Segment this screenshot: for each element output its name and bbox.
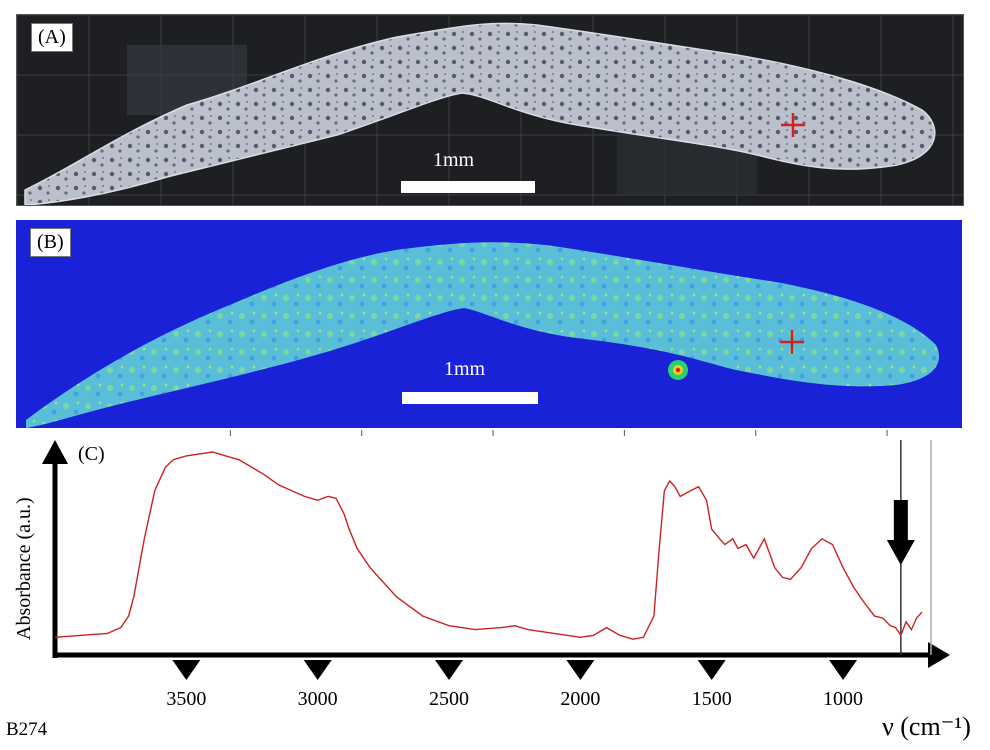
marker-arrow bbox=[886, 500, 915, 565]
panel-b-scale-bar bbox=[402, 392, 538, 404]
x-tick-label: 2000 bbox=[560, 688, 600, 710]
spectrum-line bbox=[54, 451, 923, 640]
y-axis-arrowhead bbox=[42, 440, 68, 464]
series-absorbance-spectrum bbox=[54, 451, 923, 640]
x-tick-mark bbox=[435, 660, 464, 680]
x-tick-label: 1500 bbox=[692, 688, 732, 710]
figure-id: B274 bbox=[6, 719, 48, 740]
panel-a-label: (A) bbox=[31, 23, 73, 52]
panel-c-spectrum: 3500 3000 2500 2000 1500 1000 (C) Absorbance … bbox=[0, 430, 990, 745]
ftir-heatmap-image bbox=[26, 242, 940, 428]
top-tick-marks bbox=[229, 430, 888, 436]
x-axis-arrowhead bbox=[928, 642, 950, 668]
panel-c-label: (C) bbox=[78, 443, 105, 465]
x-tick-label: 3000 bbox=[298, 688, 338, 710]
optical-mosaic-image bbox=[17, 15, 963, 205]
panel-a-scale-bar bbox=[401, 181, 535, 193]
panel-a-optical-image: (A) 1mm bbox=[16, 14, 964, 206]
panel-b-ftir-map: (B) 1mm bbox=[16, 220, 962, 428]
x-tick-label: 3500 bbox=[166, 688, 206, 710]
spectrum-chart: 3500 3000 2500 2000 1500 1000 (C) Absorbance … bbox=[6, 430, 971, 741]
x-axis-label: ν (cm⁻¹) bbox=[882, 712, 971, 741]
x-tick-mark bbox=[697, 660, 726, 680]
x-tick-mark bbox=[303, 660, 332, 680]
x-tick-group: 3500 3000 2500 2000 1500 1000 bbox=[166, 660, 863, 710]
x-tick-mark bbox=[172, 660, 201, 680]
x-tick-mark bbox=[829, 660, 858, 680]
panel-a-scale-label: 1mm bbox=[433, 149, 475, 171]
x-tick-label: 2500 bbox=[429, 688, 469, 710]
x-tick-mark bbox=[566, 660, 595, 680]
x-tick-label: 1000 bbox=[823, 688, 863, 710]
panel-b-label: (B) bbox=[30, 228, 71, 257]
y-axis-label: Absorbance (a.u.) bbox=[13, 497, 35, 640]
panel-b-scale-label: 1mm bbox=[444, 358, 486, 380]
